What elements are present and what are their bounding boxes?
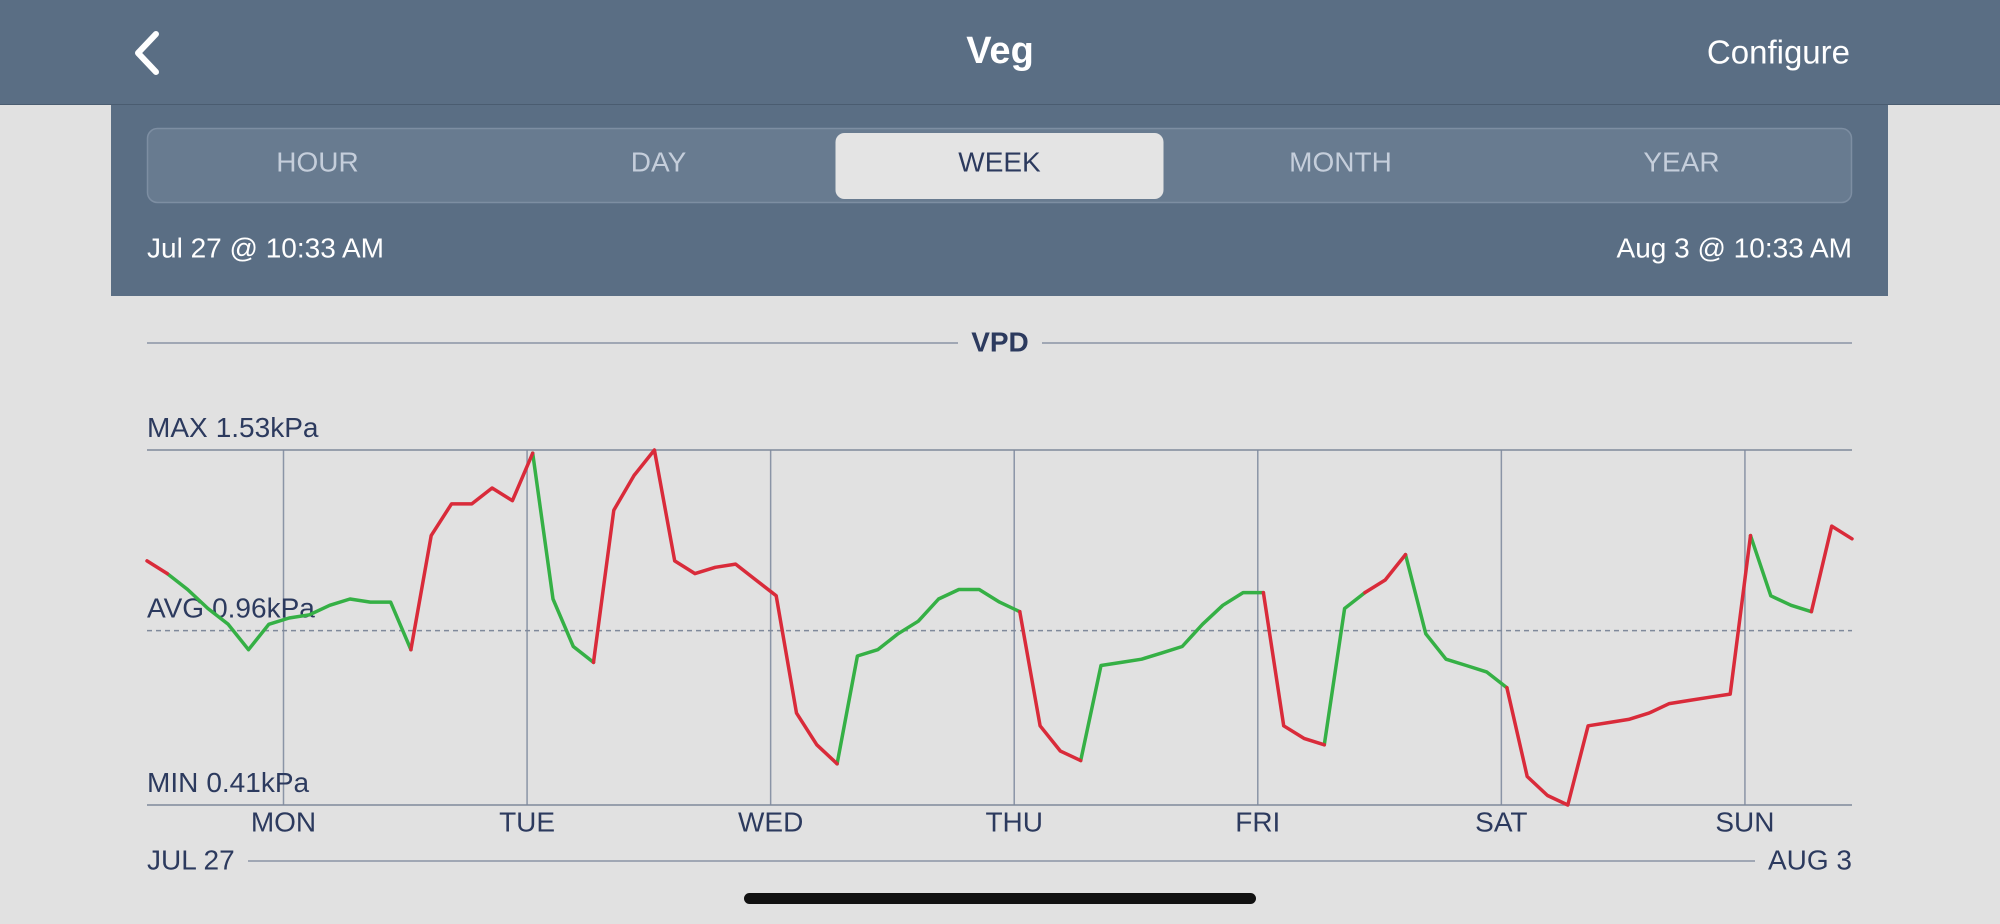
x-tick-label: MON — [251, 806, 316, 837]
tab[interactable]: YEAR — [1643, 146, 1719, 177]
range-start: Jul 27 @ 10:33 AM — [147, 232, 384, 263]
back-button[interactable] — [135, 31, 159, 75]
x-tick-label: SUN — [1715, 806, 1774, 837]
header-title: Veg — [966, 30, 1034, 72]
reference-name: MIN — [147, 767, 198, 798]
tab[interactable]: MONTH — [1289, 146, 1392, 177]
x-tick-label: SAT — [1475, 806, 1527, 837]
range-label: JUL 27 — [147, 844, 235, 875]
range-label: AUG 3 — [1768, 844, 1852, 875]
tab-selected[interactable] — [835, 133, 1164, 199]
tab[interactable]: DAY — [631, 146, 687, 177]
reference-value: 1.53 — [216, 412, 271, 443]
vpd-line — [145, 448, 1854, 807]
x-tick-label: THU — [985, 806, 1043, 837]
reference-name: MAX — [147, 412, 208, 443]
header-bar — [0, 0, 2000, 105]
range-end: Aug 3 @ 10:33 AM — [1617, 232, 1852, 263]
reference-unit: kPa — [270, 412, 319, 443]
reference-value: 0.41 — [206, 767, 261, 798]
reference-label: MAX 1.53kPa — [147, 412, 319, 443]
x-tick-label: TUE — [499, 806, 555, 837]
reference-label: MIN 0.41kPa — [147, 767, 310, 798]
x-tick-label: FRI — [1235, 806, 1280, 837]
tab[interactable]: WEEK — [958, 146, 1041, 177]
vpd-line — [165, 451, 1814, 766]
configure-button[interactable]: Configure — [1707, 34, 1850, 71]
reference-unit: kPa — [261, 767, 310, 798]
home-indicator — [744, 893, 1256, 904]
x-tick-label: WED — [738, 806, 803, 837]
tab[interactable]: HOUR — [276, 146, 358, 177]
chart-title: VPD — [971, 326, 1029, 357]
tabs: HOUR DAY WEEK MONTH YEAR — [276, 133, 1720, 199]
